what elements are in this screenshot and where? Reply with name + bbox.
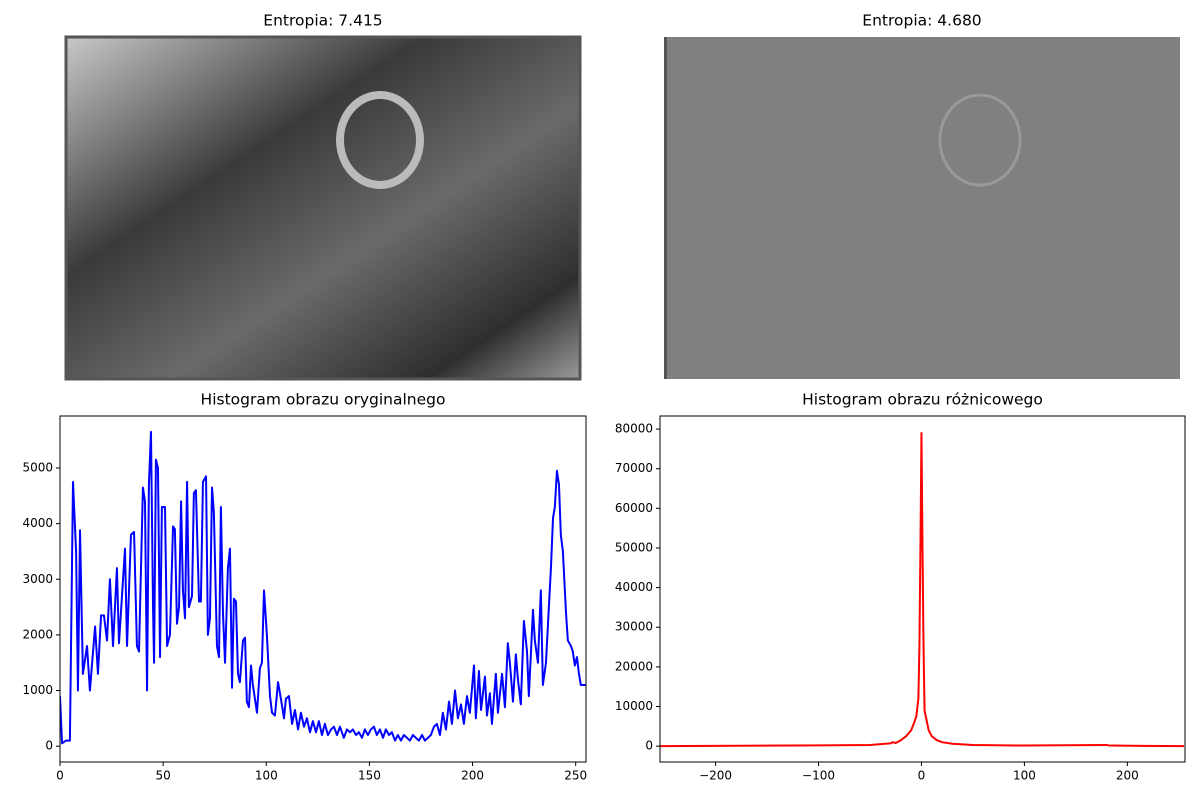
x-tick-label: 0 — [918, 769, 926, 783]
chart-title: Entropia: 4.680 — [862, 12, 981, 30]
image — [64, 35, 582, 381]
x-tick-label: 250 — [564, 769, 587, 783]
x-tick-label: 200 — [1116, 769, 1139, 783]
x-tick-label: 0 — [56, 769, 64, 783]
y-tick-label: 1000 — [22, 683, 53, 697]
x-tick-label: 200 — [461, 769, 484, 783]
image — [664, 37, 1180, 379]
chart-title: Entropia: 7.415 — [263, 12, 382, 30]
x-tick-label: 150 — [358, 769, 381, 783]
line-series — [60, 430, 586, 745]
x-tick-label: 100 — [255, 769, 278, 783]
y-tick-label: 50000 — [615, 540, 653, 554]
y-tick-label: 4000 — [22, 516, 53, 530]
y-tick-label: 5000 — [22, 461, 53, 475]
image-edge — [664, 37, 667, 379]
y-tick-label: 20000 — [615, 659, 653, 673]
x-tick-label: 50 — [155, 769, 170, 783]
x-tick-label: −200 — [699, 769, 732, 783]
y-tick-label: 3000 — [22, 572, 53, 586]
axes-frame — [59, 415, 587, 763]
x-tick-label: 100 — [1013, 769, 1036, 783]
chart-title: Histogram obrazu różnicowego — [802, 391, 1043, 409]
image-detail — [336, 91, 424, 189]
y-tick-label: 30000 — [615, 620, 653, 634]
y-tick-label: 0 — [45, 739, 53, 753]
x-tick-label: −100 — [802, 769, 835, 783]
y-tick-label: 80000 — [615, 422, 653, 436]
axes-frame — [659, 415, 1186, 763]
y-tick-label: 2000 — [22, 627, 53, 641]
y-tick-label: 70000 — [615, 461, 653, 475]
y-tick-label: 60000 — [615, 501, 653, 515]
y-tick-label: 0 — [645, 739, 653, 753]
y-tick-label: 40000 — [615, 580, 653, 594]
line-series — [660, 432, 1184, 748]
chart-title: Histogram obrazu oryginalnego — [201, 391, 446, 409]
y-tick-label: 10000 — [615, 699, 653, 713]
image-detail — [938, 93, 1022, 187]
